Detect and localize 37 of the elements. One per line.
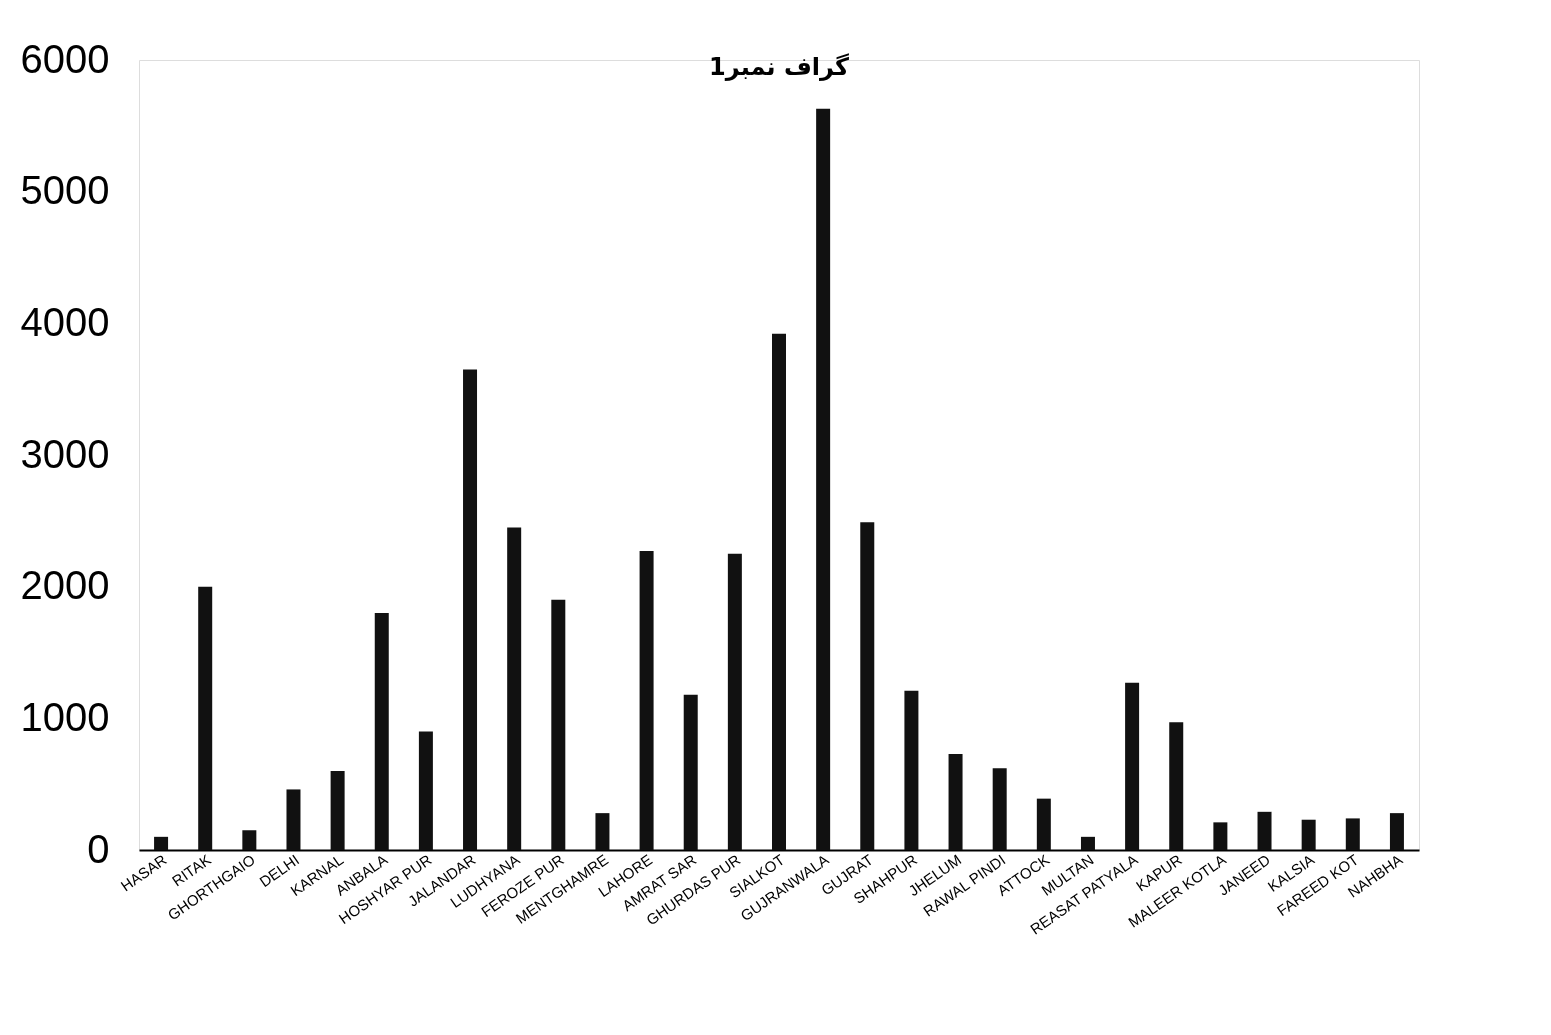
bar [816,108,831,850]
y-tick-label: 3000 [20,431,110,476]
bar [1389,813,1404,850]
bar [727,553,742,850]
bar [198,586,213,850]
y-tick-label: 1000 [20,694,110,739]
bar [772,333,786,850]
bar [1125,682,1140,850]
bar [639,551,654,850]
bar [1036,798,1051,850]
bar [948,753,963,850]
bar [1080,836,1095,850]
y-tick-label: 5000 [20,168,110,213]
bar [595,813,610,850]
bar [374,613,389,850]
bar [1169,722,1184,850]
bar [463,369,478,850]
y-tick-label: 4000 [20,299,110,344]
y-tick-label: 2000 [20,563,110,608]
bar [154,836,169,850]
bar [418,731,433,850]
bar [507,527,522,850]
bar [992,768,1007,850]
bar [286,789,301,850]
bar [1257,811,1272,850]
bar [1301,819,1316,850]
bar [551,599,566,850]
y-tick-label: 6000 [20,36,110,81]
bar [1213,822,1228,850]
y-tick-label: 0 [87,826,110,871]
bar [330,771,345,850]
bar [683,694,698,850]
bar [860,522,875,850]
bar [904,690,919,850]
bar [242,830,257,850]
bar [1345,818,1360,850]
chart-title: گراف نمبر1 [709,53,849,81]
